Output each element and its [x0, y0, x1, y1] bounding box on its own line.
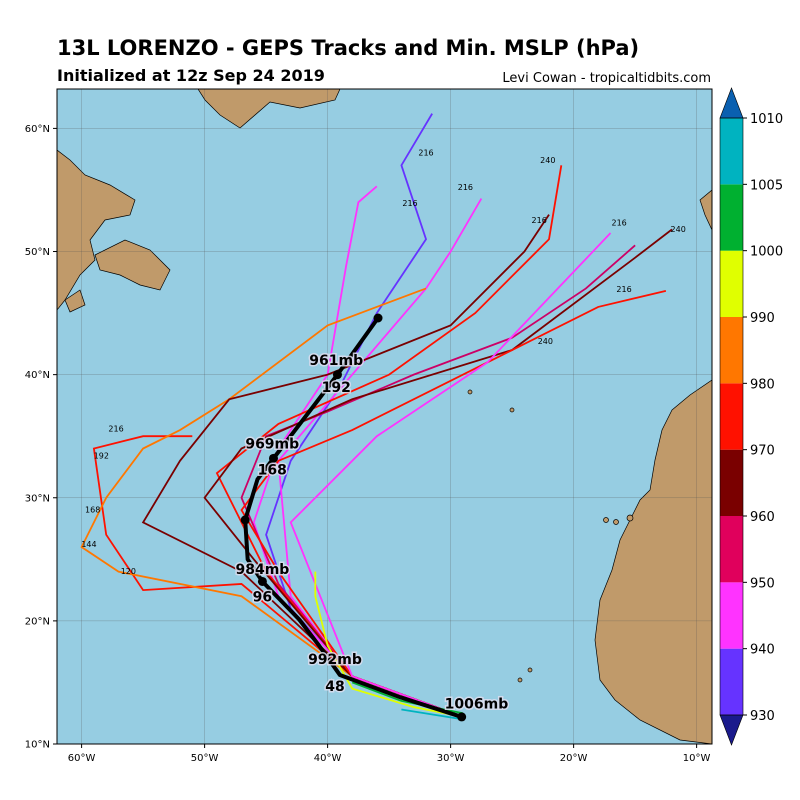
ensemble-track: [401, 708, 464, 721]
mean-label: 96: [253, 589, 272, 605]
subtitle: Initialized at 12z Sep 24 2019: [57, 66, 325, 85]
x-tick-label: 30°W: [437, 753, 465, 764]
hour-label: 216: [108, 424, 123, 433]
colorbar-label: 940: [750, 643, 775, 658]
mean-point: [268, 453, 278, 463]
mean-point: [257, 576, 267, 586]
hour-label: 240: [671, 225, 686, 234]
x-tick-label: 20°W: [560, 753, 588, 764]
colorbar-segment: [720, 648, 743, 715]
y-tick-label: 30°N: [25, 493, 50, 504]
mean-label: 48: [325, 679, 344, 695]
x-tick-label: 60°W: [68, 753, 96, 764]
colorbar-label: 1010: [750, 112, 783, 127]
colorbar-segment: [720, 449, 743, 516]
hour-label: 216: [616, 285, 631, 294]
hour-label: 240: [538, 337, 553, 346]
map-frame: [56, 88, 713, 745]
x-tick-label: 50°W: [191, 753, 219, 764]
colorbar-label: 1000: [750, 245, 783, 260]
colorbar-segment: [720, 184, 743, 251]
ensemble-track: [289, 232, 612, 718]
mean-label: 192: [322, 380, 351, 396]
x-tick-label: 10°W: [683, 753, 711, 764]
hour-label: 144: [81, 540, 96, 549]
y-tick-label: 20°N: [25, 616, 50, 627]
mean-track: [243, 316, 463, 719]
colorbar-over: [719, 87, 744, 119]
ensemble-track: [252, 185, 464, 718]
hour-label: 120: [121, 567, 136, 576]
colorbar-under: [719, 714, 744, 746]
ensemble-track: [92, 435, 464, 718]
ensemble-track: [141, 214, 550, 718]
mean-point: [240, 515, 250, 525]
mean-label: 984mb: [235, 562, 289, 578]
colorbar-segment: [720, 516, 743, 583]
mean-point: [457, 712, 467, 722]
colorbar-segment: [720, 317, 743, 384]
colorbar-label: 950: [750, 576, 775, 591]
land: [57, 89, 712, 744]
mean-label: 1006mb: [445, 696, 509, 712]
mean-point: [332, 370, 342, 380]
ensemble-track: [80, 287, 464, 718]
mean-label: 961mb: [309, 353, 363, 369]
colorbar-segment: [720, 250, 743, 317]
hour-label: 168: [85, 506, 100, 515]
mean-label: 168: [258, 462, 287, 478]
colorbar-label: 930: [750, 709, 775, 724]
y-tick-label: 10°N: [25, 740, 50, 751]
hour-label: 192: [94, 451, 109, 460]
hour-label: 216: [611, 219, 626, 228]
x-tick-label: 40°W: [314, 753, 342, 764]
mean-label: 969mb: [245, 437, 299, 453]
title: 13L LORENZO - GEPS Tracks and Min. MSLP …: [57, 36, 639, 60]
colorbar-frame: [719, 117, 744, 716]
hour-label: 216: [532, 216, 547, 225]
credit: Levi Cowan - tropicaltidbits.com: [502, 71, 711, 86]
mean-point: [373, 313, 383, 323]
colorbar-label: 980: [750, 377, 775, 392]
ensemble-track: [314, 571, 464, 718]
colorbar-segment: [720, 118, 743, 185]
colorbar-label: 1005: [750, 178, 783, 193]
y-tick-label: 60°N: [25, 124, 50, 135]
y-tick-label: 50°N: [25, 247, 50, 258]
colorbar-label: 970: [750, 444, 775, 459]
colorbar-segment: [720, 383, 743, 450]
colorbar-segment: [720, 582, 743, 649]
colorbar-label: 990: [750, 311, 775, 326]
mean-label: 992mb: [308, 652, 362, 668]
hour-label: 216: [458, 183, 473, 192]
hour-label: 216: [402, 199, 417, 208]
ensemble-track: [240, 290, 667, 718]
ensemble-track: [203, 228, 673, 718]
colorbar-label: 960: [750, 510, 775, 525]
hour-label: 216: [418, 148, 433, 157]
hour-label: 240: [540, 156, 555, 165]
y-tick-label: 40°N: [25, 370, 50, 381]
